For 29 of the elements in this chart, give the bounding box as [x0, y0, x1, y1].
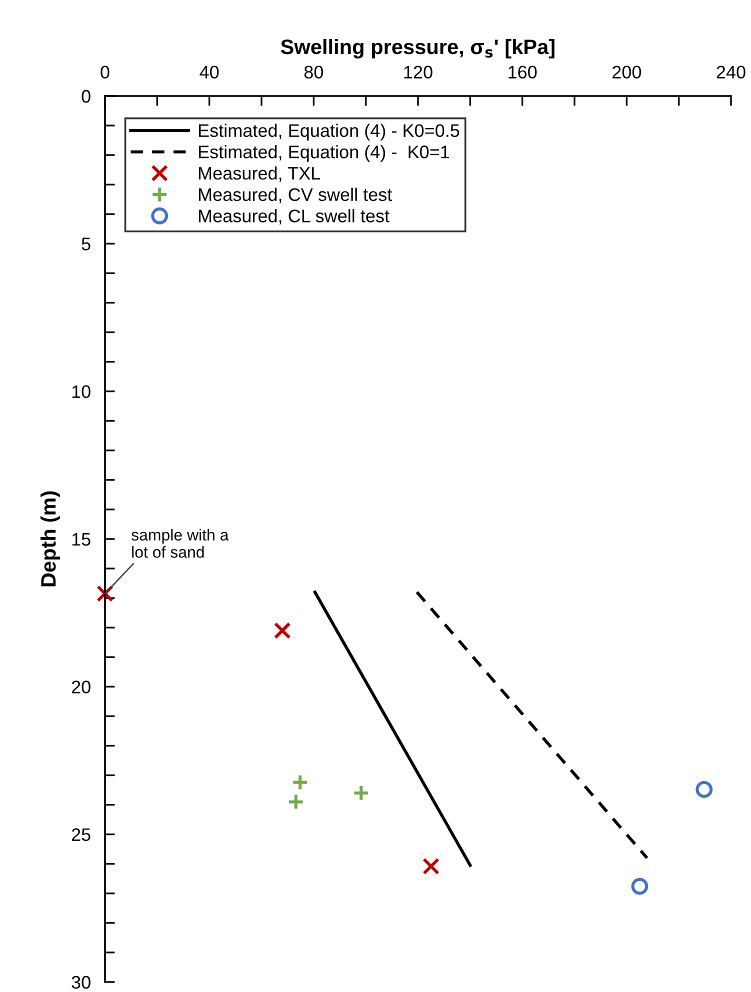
y-tick-label: 10 [72, 385, 90, 398]
legend-label: Measured, CL swell test [199, 209, 390, 225]
x-tick-label: 40 [200, 66, 219, 79]
x-tick-label: 200 [612, 66, 642, 79]
x-axis-title: Swelling pressure, σ$_{s}$' [kPa] [280, 38, 554, 58]
legend-label: Estimated, Equation (4) - K0=0.5 [199, 124, 460, 141]
point [352, 784, 370, 802]
point [287, 793, 304, 810]
y-axis-title: Depth (m) [40, 491, 60, 586]
y-tick-label: 5 [82, 238, 90, 250]
point [274, 622, 291, 640]
x-tick-label: 240 [716, 66, 746, 79]
legend-label: Estimated, Equation (4) - K0=1 [199, 145, 450, 162]
point [422, 858, 440, 875]
y-tick-label: 30 [72, 976, 90, 989]
x-tick-label: 80 [304, 66, 324, 79]
x-tick-label: 0 [100, 66, 110, 79]
y-tick-label: 15 [72, 533, 90, 546]
point [292, 774, 309, 791]
x-tick-label: 160 [508, 66, 537, 79]
point [631, 878, 648, 895]
y-tick-label: 20 [72, 680, 90, 694]
point [696, 780, 713, 798]
y-tick-label: 25 [72, 828, 90, 842]
y-tick-label: 0 [82, 90, 90, 103]
annotation: sample with a lot of sand [132, 528, 229, 558]
legend-label: Measured, TXL [199, 166, 320, 182]
x-tick-label: 120 [404, 66, 432, 79]
legend-label: Measured, CV swell test [199, 188, 392, 204]
